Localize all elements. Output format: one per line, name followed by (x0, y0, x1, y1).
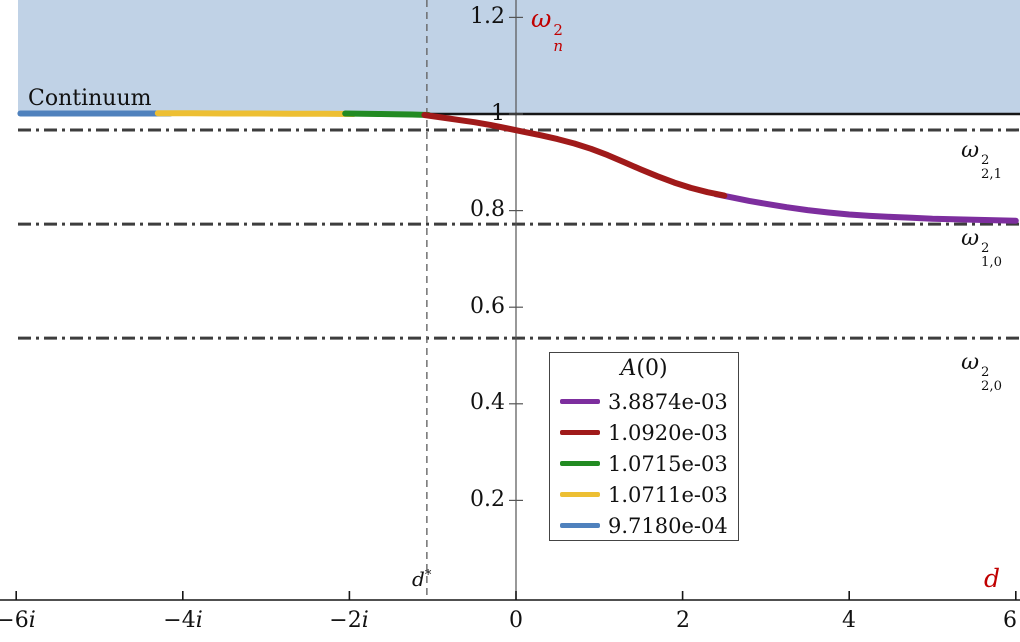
legend-item: 1.0715e-03 (550, 448, 738, 479)
x-tick-label: −6i (0, 608, 36, 633)
y-tick-label: 0.2 (470, 487, 505, 512)
x-tick-label: 2 (676, 608, 690, 633)
legend-label: 1.0920e-03 (608, 420, 728, 445)
series-1.0920e-03 (421, 112, 728, 199)
y-tick-label: 1.2 (470, 4, 505, 29)
x-tick-label: −4i (163, 608, 203, 633)
series-color-swatch (560, 430, 600, 435)
dstar-label: d* (412, 567, 432, 592)
y-tick-label: 0.4 (470, 390, 505, 415)
legend-item: 9.7180e-04 (550, 510, 738, 541)
x-axis-title: d (984, 564, 1001, 593)
omega-1-0-label: ω 2 1,0 (961, 226, 1002, 270)
series-color-swatch (560, 461, 600, 466)
x-tick-label: 4 (842, 608, 856, 633)
series-3.8874e-03 (712, 191, 1019, 224)
x-tick-label: 6 (1003, 608, 1017, 633)
series-1.0715e-03 (342, 110, 432, 118)
y-tick-label: 0.8 (470, 197, 505, 222)
series-color-swatch (560, 523, 600, 528)
legend-label: 1.0715e-03 (608, 451, 728, 476)
omega-symbol: ω (531, 4, 552, 33)
continuum-label: Continuum (28, 86, 152, 111)
series-color-swatch (560, 492, 600, 497)
legend-item: 3.8874e-03 (550, 386, 738, 417)
x-tick-label: 0 (509, 608, 523, 633)
legend-item: 1.0711e-03 (550, 479, 738, 510)
series-color-swatch (560, 399, 600, 404)
continuum-region (18, 0, 1020, 114)
legend-item: 1.0920e-03 (550, 417, 738, 448)
omega-2-0-label: ω 2 2,0 (961, 350, 1002, 394)
legend-label: 1.0711e-03 (608, 482, 728, 507)
legend: A(0) 3.8874e-03 1.0920e-03 1.0715e-03 1.… (549, 352, 739, 541)
legend-title: A(0) (620, 356, 668, 381)
series-1.0711e-03 (154, 110, 357, 117)
omega-2-1-label: ω 2 2,1 (961, 138, 1002, 182)
y-tick-label: 0.6 (470, 294, 505, 319)
y-tick-label: 1 (491, 101, 505, 126)
legend-label: 9.7180e-04 (608, 513, 728, 538)
x-tick-label: −2i (329, 608, 369, 633)
legend-label: 3.8874e-03 (608, 389, 728, 414)
